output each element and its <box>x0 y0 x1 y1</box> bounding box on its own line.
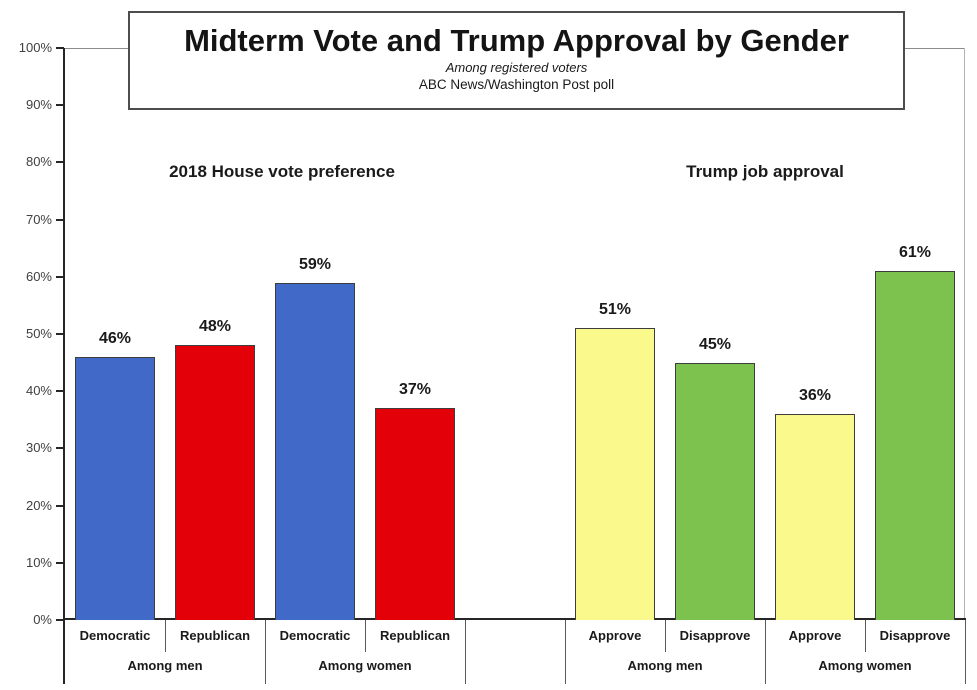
y-tick-mark <box>56 104 64 107</box>
y-tick-label: 60% <box>25 268 52 284</box>
y-tick-mark <box>56 333 64 335</box>
category-divider <box>165 620 166 652</box>
bar-democratic-among-men <box>75 357 155 620</box>
group-label: Among women <box>818 658 912 673</box>
bar-approve-among-men <box>575 328 655 620</box>
bar-democratic-among-women <box>275 283 355 620</box>
group-divider <box>265 620 266 684</box>
category-divider <box>865 620 866 652</box>
section-header-trump-approval: Trump job approval <box>686 162 844 181</box>
category-axis-row: Democratic Republican Democratic Republican… <box>65 622 965 652</box>
bar-value-label: 36% <box>798 387 832 404</box>
y-tick-label: 40% <box>25 383 52 399</box>
y-tick-label: 10% <box>25 554 52 570</box>
y-tick-mark <box>56 447 64 450</box>
chart-title: Midterm Vote and Trump Approval by Gende… <box>184 23 849 58</box>
bar-value-label: 46% <box>98 330 132 347</box>
y-tick-mark <box>56 504 64 507</box>
y-tick-mark <box>56 619 64 621</box>
bar-value-label: 37% <box>398 381 432 398</box>
y-axis-line <box>63 48 65 684</box>
y-tick-mark <box>56 561 64 564</box>
category-divider <box>665 620 666 652</box>
chart-subtitle: Among registered voters <box>445 60 588 75</box>
bar-approve-among-women <box>775 414 855 620</box>
category-label: Disapprove <box>679 628 751 643</box>
y-tick-mark <box>56 390 64 393</box>
group-divider <box>565 620 566 684</box>
bar-republican-among-women <box>375 408 455 620</box>
group-divider <box>965 620 966 684</box>
bar-value-label: 59% <box>298 256 332 273</box>
group-axis-row: Among men Among women Among men Among women <box>65 652 965 684</box>
plot-area: 46% 48% 59% 37% 51% 45% 36% 61% <box>65 48 965 620</box>
category-label: Disapprove <box>879 628 951 643</box>
category-label: Approve <box>788 628 842 643</box>
bar-disapprove-among-women <box>875 271 955 620</box>
y-tick-label: 30% <box>25 440 52 456</box>
y-tick-label: 100% <box>18 40 52 55</box>
y-tick-mark <box>56 275 64 278</box>
title-box: Midterm Vote and Trump Approval by Gende… <box>128 11 905 110</box>
y-tick-label: 50% <box>25 326 52 341</box>
y-tick-label: 20% <box>25 497 52 513</box>
bar-disapprove-among-men <box>675 363 755 620</box>
y-tick-label: 0% <box>33 612 52 627</box>
bar-value-label: 51% <box>598 301 632 318</box>
group-divider <box>465 620 466 684</box>
x-axis-line <box>63 618 966 620</box>
section-header-house-vote: 2018 House vote preference <box>169 162 395 181</box>
y-tick-mark <box>56 218 64 221</box>
y-tick-label: 70% <box>25 211 52 227</box>
y-tick-label: 90% <box>25 97 52 113</box>
y-tick-mark <box>56 161 64 164</box>
group-label: Among women <box>318 658 412 673</box>
category-label: Democratic <box>279 628 351 643</box>
bar-value-label: 61% <box>898 244 932 261</box>
y-tick-label: 80% <box>25 154 52 170</box>
category-divider <box>365 620 366 652</box>
category-label: Republican <box>379 628 451 643</box>
plot-right-border <box>964 48 965 620</box>
group-label: Among men <box>627 658 703 673</box>
bar-value-label: 48% <box>198 318 232 335</box>
category-label: Democratic <box>79 628 151 643</box>
bar-value-label: 45% <box>698 336 732 353</box>
category-label: Republican <box>179 628 251 643</box>
group-divider <box>765 620 766 684</box>
y-tick-mark <box>56 47 64 49</box>
category-label: Approve <box>588 628 642 643</box>
bar-republican-among-men <box>175 345 255 620</box>
group-label: Among men <box>127 658 203 673</box>
chart-source: ABC News/Washington Post poll <box>418 77 615 92</box>
